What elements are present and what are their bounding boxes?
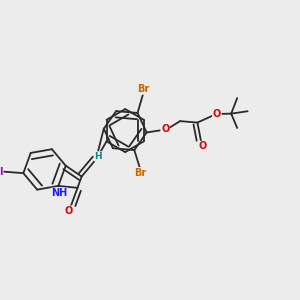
Text: Br: Br [137, 84, 150, 94]
Text: Br: Br [134, 168, 146, 178]
Text: NH: NH [51, 188, 68, 198]
Text: H: H [94, 152, 102, 161]
Text: O: O [65, 206, 73, 216]
Text: O: O [213, 109, 221, 119]
Text: O: O [161, 124, 169, 134]
Text: I: I [0, 167, 3, 177]
Text: O: O [198, 142, 206, 152]
